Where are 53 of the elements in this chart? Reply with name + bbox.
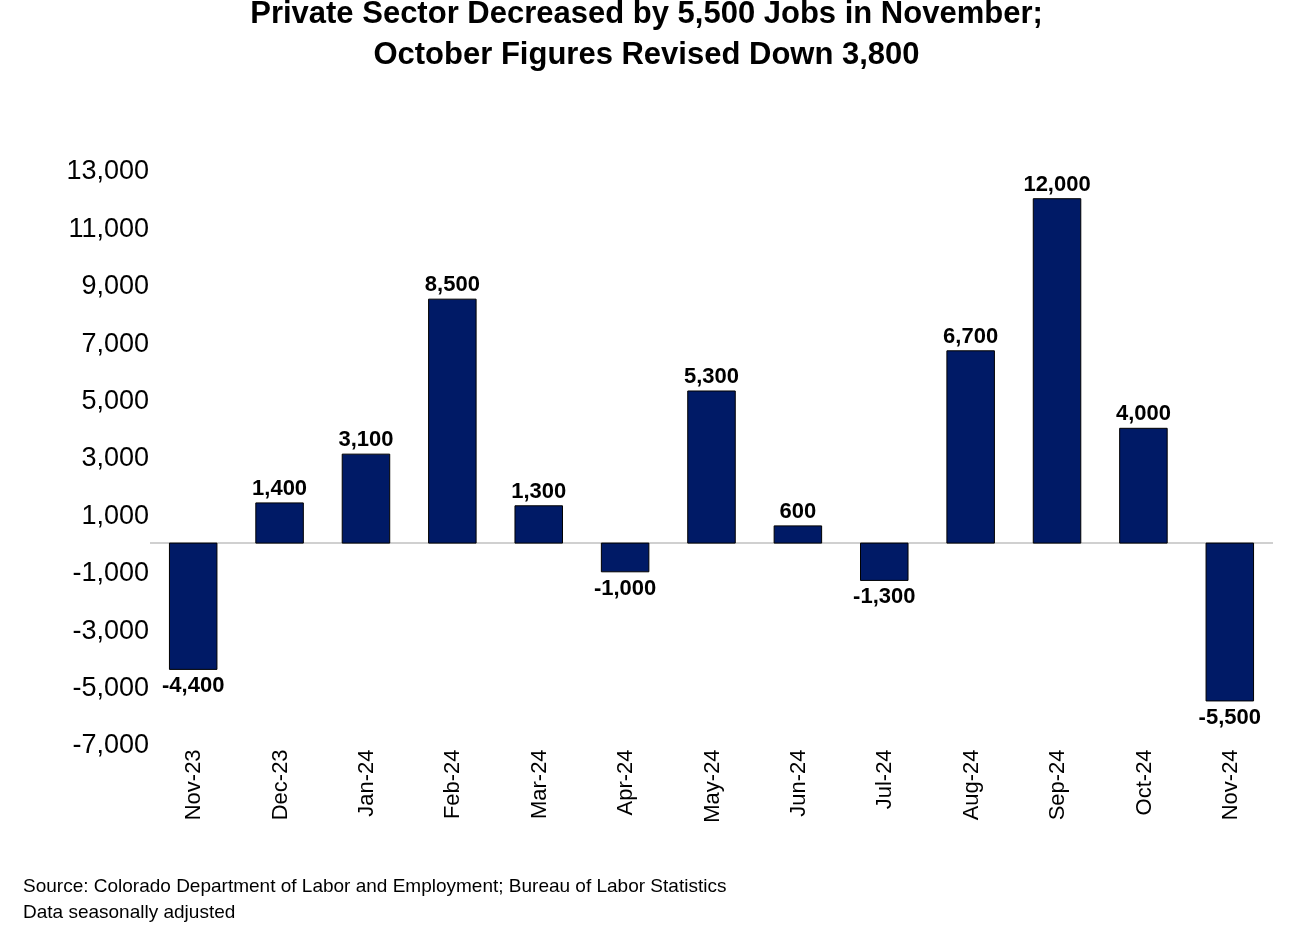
data-label: -1,300: [853, 583, 916, 609]
y-tick-label: 1,000: [81, 499, 149, 530]
x-tick-label: Jun-24: [785, 749, 811, 817]
y-tick-label: -5,000: [72, 672, 149, 703]
text: Data seasonally adjusted: [23, 901, 236, 922]
x-tick-label: Dec-23: [266, 749, 292, 821]
data-label: -5,500: [1198, 703, 1261, 729]
bar: [1119, 427, 1168, 544]
x-tick-label: Nov-23: [180, 749, 206, 821]
bar: [514, 505, 563, 544]
source-note: Source: Colorado Department of Labor and Employment; Bureau of Labor Statistics: [23, 875, 727, 896]
chart-title: Private Sector Decreased by 5,500 Jobs in November; October Figures Revised Down 3,800: [250, 0, 1043, 71]
data-label: 1,300: [511, 477, 567, 503]
x-tick-label: Jan-24: [353, 749, 379, 817]
y-tick-label: -1,000: [72, 557, 149, 588]
bar: [428, 298, 477, 544]
bar: [773, 525, 823, 544]
data-label: -1,000: [593, 574, 657, 600]
y-tick-label: 9,000: [81, 270, 149, 301]
y-tick-label: -3,000: [72, 614, 149, 645]
x-tick-label: Nov-24: [1216, 749, 1242, 821]
x-tick-label: Sep-24: [1044, 749, 1070, 821]
y-tick-label: 5,000: [81, 385, 149, 416]
bar: [168, 542, 218, 670]
x-tick-label: Jul-24: [871, 749, 897, 810]
data-label: 8,500: [424, 271, 480, 297]
x-tick-label: Apr-24: [612, 749, 638, 816]
bar: [255, 502, 304, 544]
bar: [600, 542, 650, 573]
x-tick-label: Oct-24: [1130, 749, 1156, 816]
y-tick-label: 13,000: [66, 155, 149, 186]
x-tick-label: Aug-24: [957, 749, 983, 821]
bar: [341, 453, 391, 544]
data-label: 12,000: [1023, 170, 1091, 196]
x-tick-label: Mar-24: [525, 749, 551, 820]
y-tick-label: 11,000: [68, 212, 149, 243]
data-label: 600: [779, 497, 817, 523]
bar: [1032, 198, 1082, 544]
bar: [687, 390, 736, 544]
data-label: 5,300: [683, 362, 740, 388]
data-label: 4,000: [1115, 400, 1171, 426]
y-tick-label: 3,000: [81, 442, 149, 473]
bar: [946, 350, 995, 544]
y-tick-label: -7,000: [72, 729, 149, 760]
data-label: 1,400: [252, 474, 308, 500]
bar: [1205, 542, 1255, 702]
x-tick-label: Feb-24: [439, 749, 465, 820]
data-label: 3,100: [338, 426, 394, 452]
x-tick-label: May-24: [698, 749, 724, 823]
data-label: -4,400: [162, 672, 225, 698]
bar: [860, 542, 909, 581]
data-label: 6,700: [943, 322, 999, 348]
y-tick-label: 7,000: [81, 327, 149, 358]
